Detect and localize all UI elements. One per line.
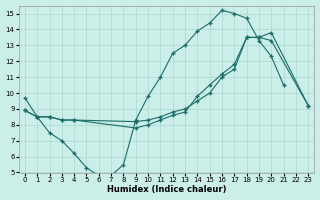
X-axis label: Humidex (Indice chaleur): Humidex (Indice chaleur) — [107, 185, 226, 194]
